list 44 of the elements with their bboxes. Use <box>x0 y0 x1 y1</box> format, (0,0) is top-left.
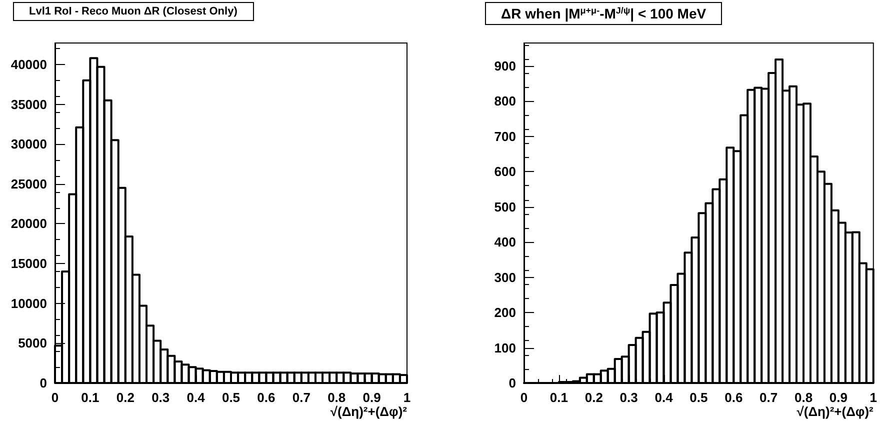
y-tick-label: 300 <box>494 270 516 285</box>
y-tick-label: 5000 <box>18 336 47 351</box>
x-tick-label: 0.4 <box>186 390 206 405</box>
y-tick-label: 30000 <box>10 136 47 152</box>
x-tick-label: 0.8 <box>328 390 346 405</box>
y-tick-label: 200 <box>494 305 516 320</box>
y-tick-label: 500 <box>494 199 516 214</box>
x-tick-label: 0.7 <box>292 390 310 405</box>
x-tick-label: 0.2 <box>116 390 134 405</box>
x-tick-label: 0.5 <box>690 390 708 405</box>
y-tick-label: 600 <box>494 164 516 180</box>
y-tick-label: 25000 <box>10 176 47 192</box>
chart-title: Lvl1 RoI - Reco Muon ΔR (Closest Only) <box>29 6 238 18</box>
x-tick-label: 0.9 <box>362 390 381 405</box>
x-axis-title: √(Δη)²+(Δφ)² <box>330 404 408 419</box>
x-tick-label: 0.5 <box>222 390 240 405</box>
x-tick-label: 0.1 <box>81 390 100 405</box>
y-tick-label: 700 <box>494 128 516 144</box>
x-tick-label: 0.3 <box>152 390 170 405</box>
y-tick-label: 40000 <box>10 57 47 72</box>
x-tick-label: 0 <box>51 390 59 405</box>
x-tick-label: 1 <box>403 390 411 405</box>
x-tick-label: 0.6 <box>724 390 743 405</box>
y-tick-label: 0 <box>40 376 47 390</box>
x-tick-label: 0.7 <box>760 390 778 405</box>
x-tick-label: 1 <box>870 390 877 405</box>
y-tick-label: 400 <box>494 234 516 250</box>
x-tick-label: 0.4 <box>654 390 674 405</box>
x-tick-label: 0.8 <box>794 390 813 405</box>
y-tick-label: 20000 <box>10 216 47 232</box>
y-tick-label: 15000 <box>10 256 47 272</box>
y-tick-label: 800 <box>494 94 516 109</box>
x-tick-label: 0.2 <box>584 390 603 405</box>
x-tick-label: 0.3 <box>620 390 638 405</box>
x-tick-label: 0.6 <box>257 390 276 405</box>
x-tick-label: 0 <box>520 390 528 405</box>
y-tick-label: 35000 <box>10 96 47 112</box>
y-tick-label: 900 <box>494 58 516 74</box>
x-axis-title: √(Δη)²+(Δφ)² <box>796 404 874 419</box>
y-tick-label: 0 <box>508 376 516 390</box>
x-tick-label: 0.1 <box>550 390 568 405</box>
y-tick-label: 10000 <box>10 296 47 311</box>
x-tick-label: 0.9 <box>829 390 848 405</box>
y-tick-label: 100 <box>494 340 516 356</box>
